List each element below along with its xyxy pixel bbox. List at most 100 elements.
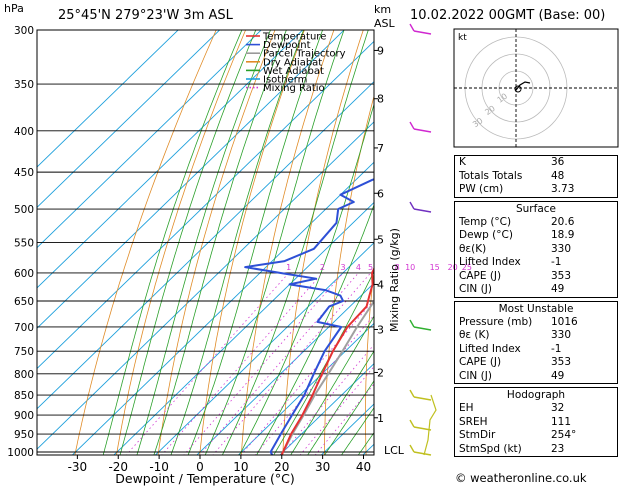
mixing-ratio-label: 15 [430,263,440,272]
info-value: 18.9 [551,229,575,241]
mixing-ratio-label: 2 [320,263,325,272]
km-tick-label: 5 [377,233,384,246]
wind-barb-flag [409,444,415,453]
mixing-ratio-label: 8 [395,263,400,272]
lcl-label: LCL [384,444,405,457]
x-tick-label: 10 [233,460,248,474]
info-row: Lifted Index -1 [455,343,617,357]
copyright[interactable]: © weatheronline.co.uk [455,471,587,485]
info-value: 48 [551,169,565,182]
info-value: 3.73 [551,183,575,195]
pressure-tick-label: 900 [14,410,34,422]
info-value: 23 [551,442,565,455]
pressure-tick-label: 950 [14,429,34,441]
info-label: StmSpd (kt) [459,442,522,455]
legend-label: Dry Adiabat [263,57,322,68]
info-row: SREH 111 [455,416,617,430]
wet-adiabat-line [290,315,374,455]
isotherm-line [279,363,374,455]
km-tick-label: 9 [377,44,384,57]
isotherm-line [37,40,374,370]
mixing-ratio-line [314,383,374,455]
info-label: θε(K) [459,242,487,255]
parcel-trajectory-line [280,299,374,455]
info-value: 330 [551,329,572,341]
wet-adiabat-line [187,30,324,455]
x-tick-label: -30 [68,460,88,474]
info-value: 353 [551,269,572,282]
km-tick-label: 7 [377,142,384,155]
pressure-tick-label: 1000 [7,447,34,459]
dry-adiabat-line [282,30,364,455]
isotherm-line [37,30,304,289]
pressure-tick-label: 400 [14,126,34,138]
info-row: CAPE (J) 353 [455,270,617,284]
isotherm-line [37,30,221,208]
info-label: CIN (J) [459,283,492,295]
wet-adiabat-line [239,103,374,455]
pressure-tick-label: 850 [14,390,34,402]
pressure-tick-label: 550 [14,237,34,249]
info-label: SREH [459,415,488,428]
info-label: StmDir [459,429,496,441]
isotherm-line [113,201,374,455]
mixing-ratio-axis-label: Mixing Ratio (g/kg) [388,228,401,332]
mixing-ratio-line [254,314,374,455]
info-value: 36 [551,156,565,168]
pressure-tick-label: 600 [14,268,34,280]
dry-adiabat-line [199,30,305,455]
wet-adiabat-line [204,30,345,455]
isotherm-line [154,242,374,455]
info-value: 111 [551,415,572,428]
pressure-tick-label: 500 [14,204,34,216]
hodograph-title: Hodograph [506,389,566,401]
info-row: K 36 [455,156,617,170]
mixing-ratio-line [240,299,374,455]
info-row: CAPE (J) 353 [455,356,617,370]
info-label: Dewp (°C) [459,229,513,241]
hodograph-box: Hodograph EH 32 SREH 111 StmDir 254° StmSpd (k… [454,387,618,457]
mixing-ratio-label: 1 [286,263,291,272]
hodograph-trace [515,81,531,91]
info-label: K [459,156,466,168]
legend-label: Temperature [262,32,326,43]
wet-adiabat-line [119,30,257,455]
pressure-tick-label: 650 [14,296,34,308]
hodograph-kt-label: kt [458,33,467,43]
info-row: EH 32 [455,402,617,416]
isotherm-line [37,80,374,410]
asl-label: ASL [374,17,396,30]
info-value: 254° [551,429,577,441]
info-row: StmDir 254° [455,429,617,443]
wind-barb-flag [409,201,415,210]
info-value: 20.6 [551,215,575,228]
mixing-ratio-label: 10 [405,263,415,272]
hpa-label: hPa [4,2,24,15]
isotherm-line [37,121,374,450]
datetime-title: 10.02.2022 00GMT (Base: 00) [410,8,605,23]
dry-adiabat-line [365,267,374,455]
legend-label: Dewpoint [263,40,311,51]
wet-adiabat-line [324,380,374,455]
info-label: θε (K) [459,329,490,341]
info-label: Pressure (mb) [459,315,533,328]
legend-label: Parcel Trajectory [263,49,346,60]
stability-panel: K 36 Totals Totals 48 PW (cm) 3.73 Surface Te… [454,155,618,460]
isotherm-line [37,30,262,249]
wind-barb [413,451,432,456]
storm-motion-marker [514,85,522,93]
x-tick-label: 40 [356,460,371,474]
dry-adiabat-line [620,6,629,469]
mixing-ratio-label: 20 [448,263,458,272]
wind-profile-trace [423,394,437,456]
info-label: EH [459,402,474,414]
legend-label: Isotherm [263,75,307,86]
mixing-ratio-label: 3 [341,263,346,272]
wind-barb [413,30,432,35]
wind-barb-flag [409,389,415,398]
wind-barb [413,426,432,431]
dry-adiabat-line [157,30,276,455]
isotherm-line [237,322,374,455]
wet-adiabat-line [273,270,374,455]
